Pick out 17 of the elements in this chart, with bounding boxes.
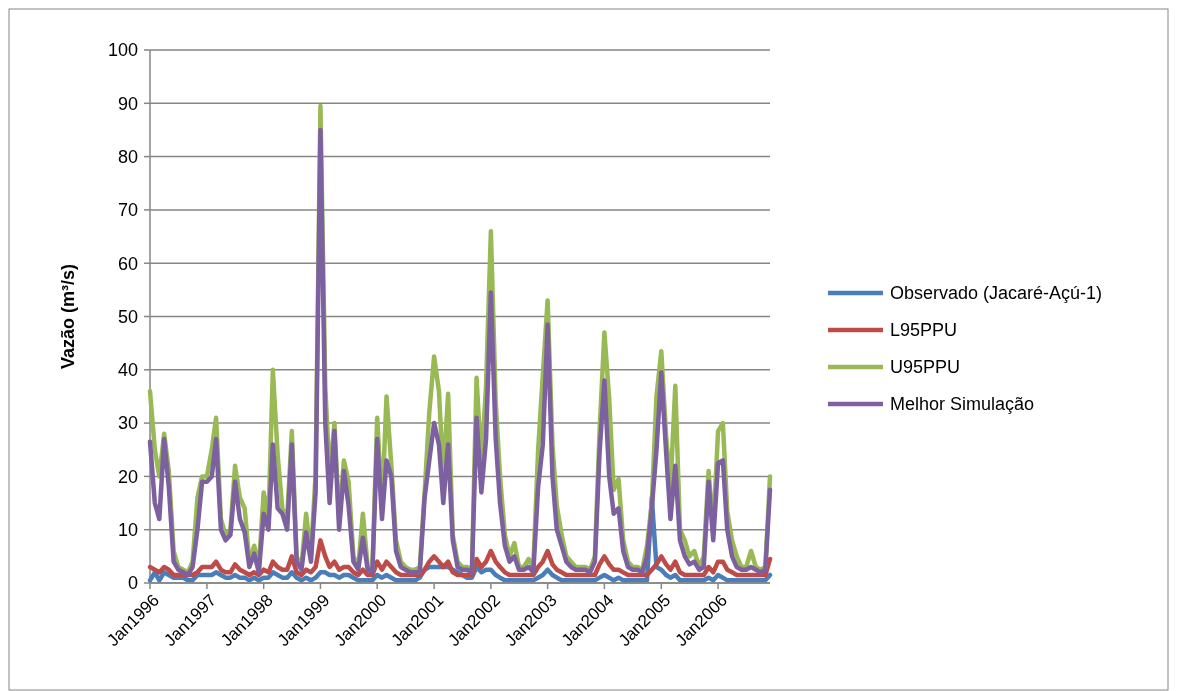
y-tick-label: 0	[127, 573, 138, 594]
y-tick-label: 30	[117, 413, 138, 434]
legend-label: L95PPU	[890, 320, 958, 341]
y-tick-label: 90	[117, 93, 138, 114]
y-axis-title: Vazão (m³/s)	[58, 263, 78, 370]
line-series	[147, 538, 773, 578]
legend-label: Melhor Simulação	[890, 394, 1035, 415]
y-tick-label: 80	[117, 146, 138, 167]
y-tick-label: 10	[117, 520, 138, 540]
y-tick-label: 50	[117, 306, 138, 327]
y-tick-label: 70	[117, 200, 138, 221]
legend-label: Observado (Jacaré-Açú-1)	[890, 283, 1103, 304]
y-tick-label: 40	[117, 360, 138, 381]
y-tick-label: 20	[117, 466, 138, 487]
y-tick-label: 60	[117, 253, 138, 274]
y-tick-label: 100	[107, 40, 138, 61]
legend-label: U95PPU	[890, 357, 961, 378]
